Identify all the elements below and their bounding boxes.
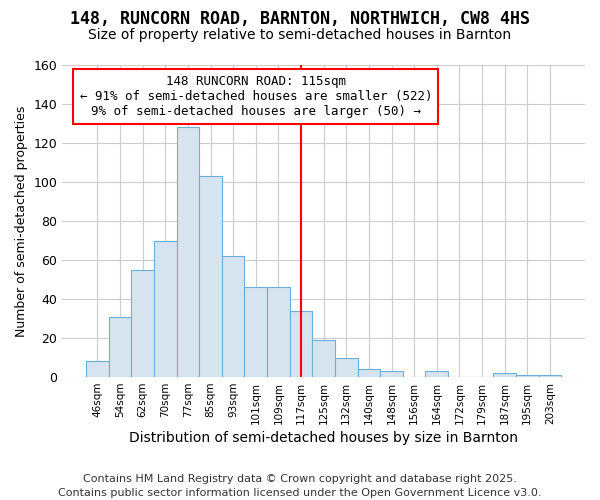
Bar	[358, 370, 380, 377]
Y-axis label: Number of semi-detached properties: Number of semi-detached properties	[15, 106, 28, 336]
Bar	[425, 371, 448, 377]
Bar	[267, 288, 290, 377]
Text: Size of property relative to semi-detached houses in Barnton: Size of property relative to semi-detach…	[88, 28, 512, 42]
Bar	[131, 270, 154, 377]
Bar	[222, 256, 244, 377]
X-axis label: Distribution of semi-detached houses by size in Barnton: Distribution of semi-detached houses by …	[129, 431, 518, 445]
Bar	[176, 128, 199, 377]
Text: 148, RUNCORN ROAD, BARNTON, NORTHWICH, CW8 4HS: 148, RUNCORN ROAD, BARNTON, NORTHWICH, C…	[70, 10, 530, 28]
Text: 148 RUNCORN ROAD: 115sqm
← 91% of semi-detached houses are smaller (522)
9% of s: 148 RUNCORN ROAD: 115sqm ← 91% of semi-d…	[80, 75, 432, 118]
Bar	[86, 362, 109, 377]
Bar	[290, 311, 313, 377]
Bar	[313, 340, 335, 377]
Bar	[539, 375, 561, 377]
Bar	[244, 288, 267, 377]
Bar	[109, 316, 131, 377]
Bar	[380, 371, 403, 377]
Bar	[516, 375, 539, 377]
Bar	[335, 358, 358, 377]
Bar	[199, 176, 222, 377]
Bar	[154, 240, 176, 377]
Bar	[493, 373, 516, 377]
Text: Contains HM Land Registry data © Crown copyright and database right 2025.
Contai: Contains HM Land Registry data © Crown c…	[58, 474, 542, 498]
